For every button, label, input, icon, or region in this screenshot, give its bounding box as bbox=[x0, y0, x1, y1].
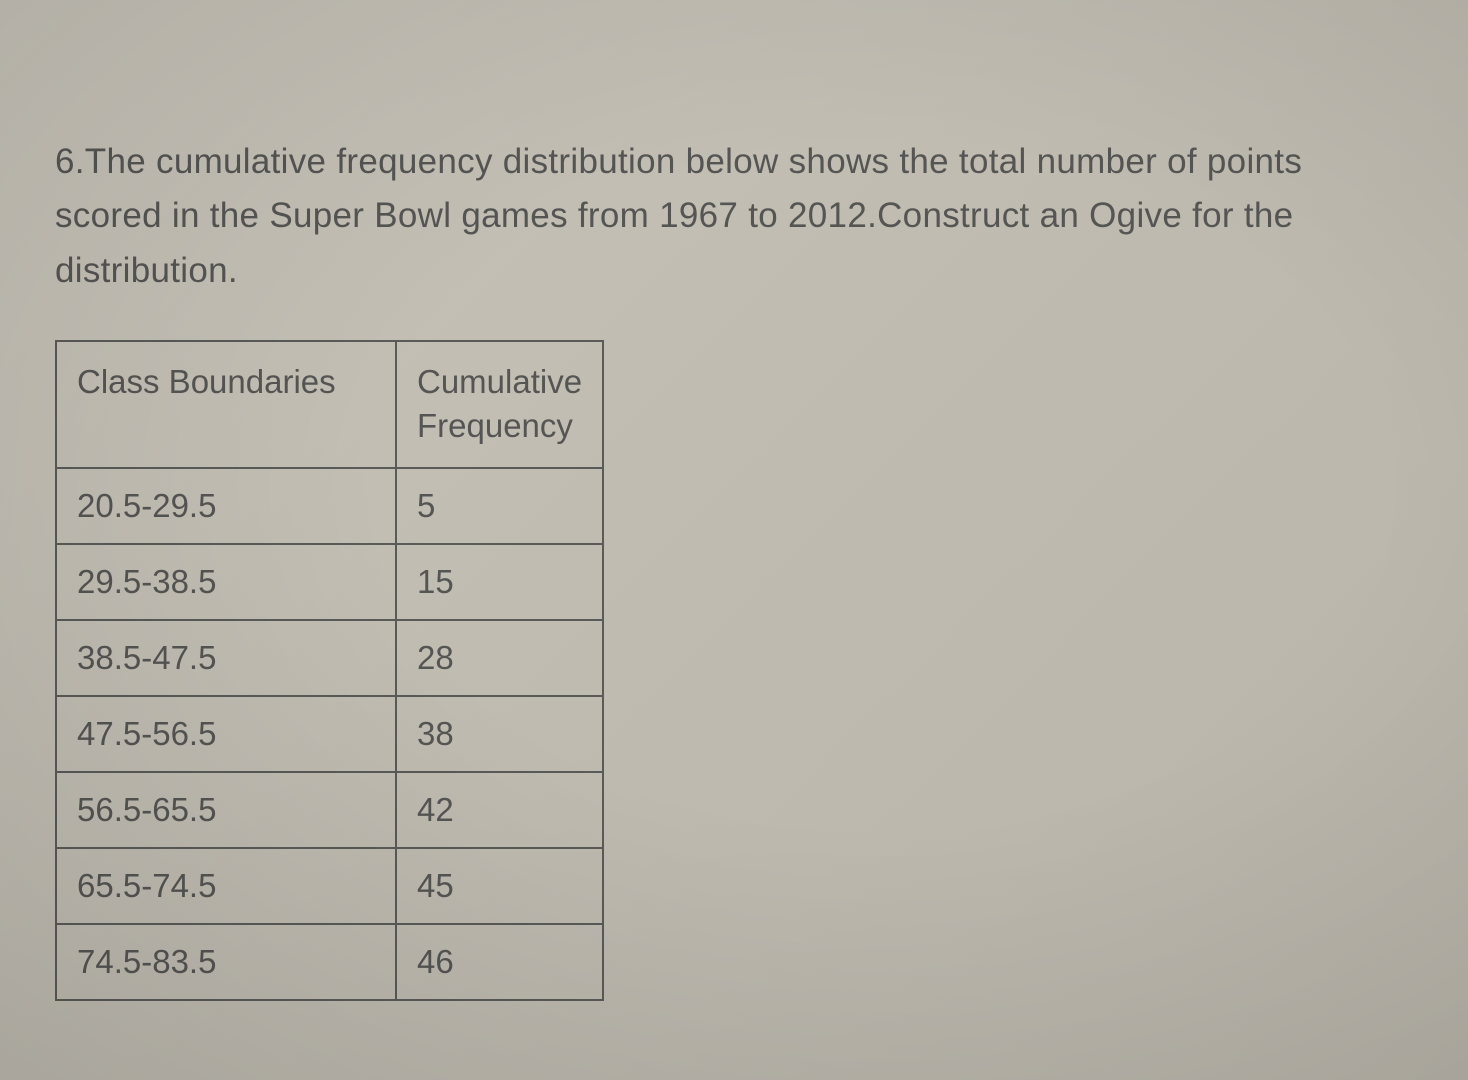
table-row: 56.5-65.5 42 bbox=[56, 772, 603, 848]
cell-boundaries: 20.5-29.5 bbox=[56, 468, 396, 544]
table-header-row: Class Boundaries Cumulative Frequency bbox=[56, 341, 603, 468]
table-row: 74.5-83.5 46 bbox=[56, 924, 603, 1000]
cell-boundaries: 74.5-83.5 bbox=[56, 924, 396, 1000]
cell-cumfreq: 42 bbox=[396, 772, 603, 848]
cell-boundaries: 38.5-47.5 bbox=[56, 620, 396, 696]
cell-boundaries: 29.5-38.5 bbox=[56, 544, 396, 620]
frequency-table: Class Boundaries Cumulative Frequency 20… bbox=[55, 340, 604, 1001]
cell-cumfreq: 46 bbox=[396, 924, 603, 1000]
cell-cumfreq: 45 bbox=[396, 848, 603, 924]
header-class-boundaries: Class Boundaries bbox=[56, 341, 396, 468]
cell-cumfreq: 15 bbox=[396, 544, 603, 620]
cell-boundaries: 56.5-65.5 bbox=[56, 772, 396, 848]
cell-boundaries: 65.5-74.5 bbox=[56, 848, 396, 924]
cell-cumfreq: 28 bbox=[396, 620, 603, 696]
cell-cumfreq: 38 bbox=[396, 696, 603, 772]
question-text: 6.The cumulative frequency distribution … bbox=[55, 135, 1413, 298]
table-row: 47.5-56.5 38 bbox=[56, 696, 603, 772]
cell-cumfreq: 5 bbox=[396, 468, 603, 544]
header-cumfreq-line1: Cumulative bbox=[417, 363, 582, 400]
table-row: 20.5-29.5 5 bbox=[56, 468, 603, 544]
table-row: 38.5-47.5 28 bbox=[56, 620, 603, 696]
table-row: 65.5-74.5 45 bbox=[56, 848, 603, 924]
cell-boundaries: 47.5-56.5 bbox=[56, 696, 396, 772]
header-cumfreq-line2: Frequency bbox=[417, 407, 573, 444]
header-cumulative-frequency: Cumulative Frequency bbox=[396, 341, 603, 468]
table-row: 29.5-38.5 15 bbox=[56, 544, 603, 620]
